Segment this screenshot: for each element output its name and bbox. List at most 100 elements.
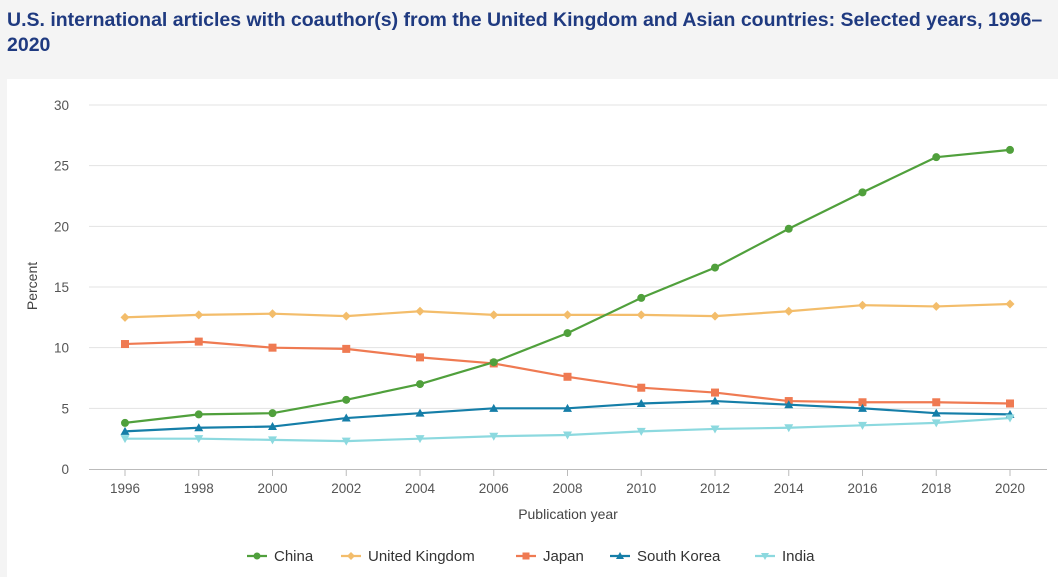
legend-label: Japan [543,548,584,565]
data-point-india [636,427,646,436]
series-line-china [124,148,1011,424]
x-tick-label: 2018 [921,481,951,496]
data-point-united-kingdom [931,301,941,311]
data-point-south-korea [489,403,499,412]
series-japan [121,337,1014,408]
y-tick-label: 25 [54,159,69,174]
data-point-india [194,435,204,444]
x-tick-label: 2010 [626,481,656,496]
chart-title: U.S. international articles with coautho… [7,9,1043,56]
data-point-india [931,419,941,428]
y-tick-label: 30 [54,98,69,113]
x-tick-label: 1998 [184,481,214,496]
data-point-china [932,153,941,162]
data-point-china [637,293,646,302]
legend-swatch-marker [761,553,769,560]
data-point-united-kingdom [268,309,277,319]
y-tick-label: 5 [61,401,69,416]
line-chart: 0 5 10 15 20 25 30 1996 1998 2000 2002 2004 2006 2008… [24,98,1047,565]
x-tick-label: 2012 [700,481,730,496]
y-tick-label: 10 [54,341,69,356]
data-point-japan [637,383,646,392]
data-point-china [268,409,277,418]
data-point-china [194,410,203,419]
legend-item-india: India [755,548,815,565]
data-point-india [858,421,867,430]
x-tick-label: 1996 [110,481,140,496]
data-point-united-kingdom [710,311,720,321]
data-point-united-kingdom [194,310,204,320]
data-point-japan [711,388,719,397]
legend-swatch-marker [253,552,261,560]
series-china [121,145,1014,427]
x-tick-label: 2016 [847,481,877,496]
legend-item-china: China [247,548,314,565]
data-point-china [784,224,793,233]
legend-swatch-marker [616,552,624,559]
y-axis-title: Percent [24,262,40,310]
legend-swatch-marker [522,552,530,560]
data-point-china [711,263,719,272]
data-point-japan [563,372,572,381]
data-point-india [341,437,351,446]
data-point-south-korea [636,398,646,407]
data-point-china [1006,145,1014,154]
series-south-korea [120,396,1015,435]
chart-panel: 0 5 10 15 20 25 30 1996 1998 2000 2002 2004 2006 2008… [7,79,1058,577]
legend-label: India [782,548,815,565]
data-point-china [121,418,129,427]
legend: China United Kingdom Japan South Korea India [247,548,815,565]
data-point-india [268,436,277,445]
data-point-south-korea [341,413,351,422]
data-point-china [489,358,498,367]
x-tick-label: 2004 [405,481,436,496]
data-point-south-korea [784,400,794,409]
data-point-united-kingdom [858,300,867,310]
x-tick-label: 2020 [995,481,1025,496]
legend-label: United Kingdom [368,548,475,565]
data-point-united-kingdom [489,310,499,320]
legend-item-japan: Japan [516,548,584,565]
grid-layer [89,104,1047,409]
legend-item-south-korea: South Korea [610,548,721,565]
x-axis-title: Publication year [518,506,618,522]
data-point-japan [342,344,351,353]
data-point-south-korea [563,403,572,412]
data-point-china [858,188,867,197]
y-tick-label: 15 [54,280,69,295]
data-point-united-kingdom [341,311,351,321]
axis-layer: 0 5 10 15 20 25 30 1996 1998 2000 2002 2004 2006 2008… [54,98,1047,496]
legend-item-united-kingdom: United Kingdom [341,548,475,565]
y-tick-label: 20 [54,219,69,234]
data-point-india [120,435,130,444]
data-point-united-kingdom [415,306,425,316]
data-point-china [342,395,351,404]
data-point-japan [1006,399,1014,408]
data-point-india [563,431,572,440]
x-tick-label: 2006 [479,481,509,496]
x-tick-label: 2014 [774,481,805,496]
legend-label: South Korea [637,548,721,565]
data-point-india [1005,414,1015,423]
data-point-united-kingdom [636,310,646,320]
x-tick-label: 2002 [331,481,361,496]
data-point-china [563,329,572,338]
data-point-united-kingdom [120,312,130,322]
data-point-south-korea [268,422,277,431]
data-point-united-kingdom [1005,299,1015,309]
data-point-japan [932,398,941,407]
data-point-japan [268,343,277,352]
data-point-india [784,424,794,433]
data-point-south-korea [858,403,867,412]
data-point-japan [416,353,424,362]
series-india [120,414,1015,446]
data-point-india [710,425,720,434]
data-point-japan [858,398,867,407]
legend-swatch-marker [347,552,355,560]
data-point-united-kingdom [563,310,572,320]
x-tick-label: 2000 [257,481,287,496]
x-tick-label: 2008 [552,481,582,496]
data-point-japan [194,337,203,346]
data-point-india [415,435,425,444]
data-point-south-korea [931,408,941,417]
